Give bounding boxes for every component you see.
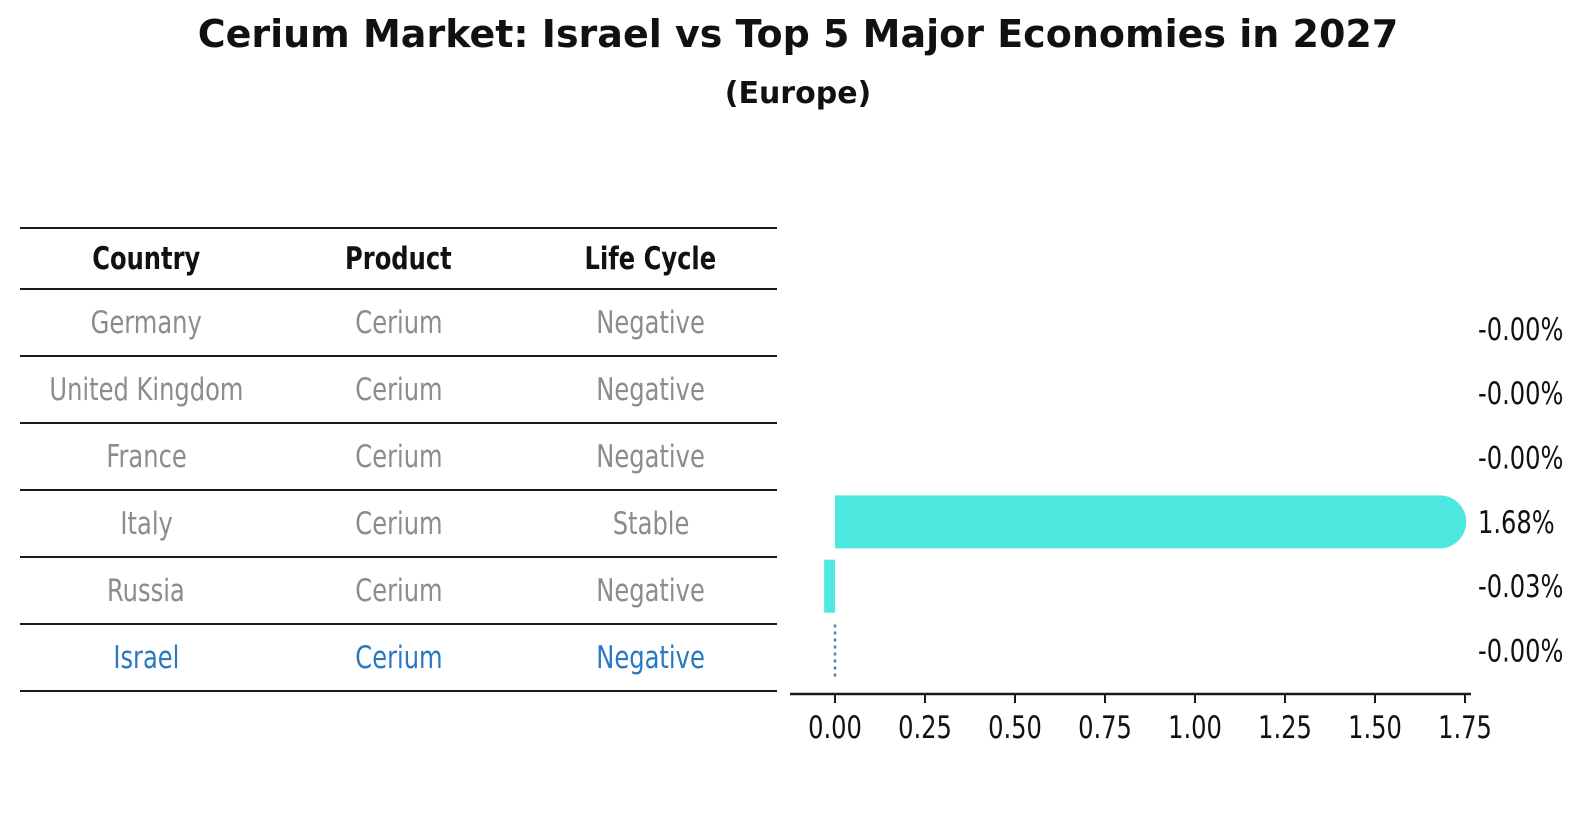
bars-layer [824, 495, 1467, 677]
cell-life-cycle: Negative [525, 423, 777, 490]
svg-text:0.25: 0.25 [898, 709, 952, 746]
cell-text: Cerium [354, 572, 443, 609]
x-tick-label: 0.50 [988, 709, 1042, 746]
cell-text: Israel [113, 639, 180, 676]
cell-text: France [105, 438, 187, 475]
cell-product: Cerium [272, 423, 524, 490]
svg-text:-0.00%: -0.00% [1478, 439, 1563, 476]
cell-product: Cerium [272, 289, 524, 356]
cell-product: Cerium [272, 624, 524, 691]
value-label-france: -0.00% [1478, 439, 1563, 476]
cell-text: Negative [596, 639, 706, 676]
svg-text:1.50: 1.50 [1348, 709, 1402, 746]
svg-text:1.75: 1.75 [1438, 709, 1492, 746]
table-row-france: France Cerium Negative [20, 423, 777, 490]
cell-text: Cerium [354, 304, 443, 341]
cell-text: Negative [596, 438, 706, 475]
cell-text: Italy [119, 505, 173, 542]
cell-text: Germany [90, 304, 202, 341]
table-row-italy: Italy Cerium Stable [20, 490, 777, 557]
table-row-israel: Israel Cerium Negative [20, 624, 777, 691]
country-table: Country Product Life Cycle Germany Ceriu… [20, 227, 777, 692]
cell-life-cycle: Negative [525, 356, 777, 423]
svg-text:1.25: 1.25 [1258, 709, 1312, 746]
header-text: Life Cycle [585, 240, 717, 277]
cell-text: Cerium [354, 505, 443, 542]
x-tick-label: 0.00 [808, 709, 862, 746]
svg-text:1.68%: 1.68% [1478, 504, 1555, 541]
col-header-country: Country [20, 228, 272, 289]
cell-life-cycle: Negative [525, 557, 777, 624]
table-header-row: Country Product Life Cycle [20, 228, 777, 289]
cell-text: Stable [612, 505, 690, 542]
svg-text:0.75: 0.75 [1078, 709, 1132, 746]
value-label-russia: -0.03% [1478, 568, 1563, 605]
cell-text: Negative [596, 304, 706, 341]
col-header-product: Product [272, 228, 524, 289]
bar-chart: 0.00 0.25 0.50 0.75 1.00 1.25 1.50 1.75 -0.00%-… [790, 311, 1563, 746]
cell-text: Cerium [354, 371, 443, 408]
svg-text:-0.00%: -0.00% [1478, 375, 1563, 412]
x-tick-label: 0.25 [898, 709, 952, 746]
value-labels: -0.00% -0.00% -0.00% 1.68% -0.03% -0.00% [1478, 311, 1563, 669]
x-tick-label: 1.25 [1258, 709, 1312, 746]
svg-text:-0.03%: -0.03% [1478, 568, 1563, 605]
x-tick-label: 1.00 [1168, 709, 1222, 746]
cell-life-cycle: Negative [525, 624, 777, 691]
cell-country: France [20, 423, 272, 490]
cell-product: Cerium [272, 557, 524, 624]
table-row-russia: Russia Cerium Negative [20, 557, 777, 624]
chart-subtitle: (Europe) [724, 76, 872, 111]
cell-country: United Kingdom [20, 356, 272, 423]
svg-text:-0.00%: -0.00% [1478, 632, 1563, 669]
cell-text: Negative [596, 371, 706, 408]
header-text: Product [345, 240, 452, 277]
cell-text: United Kingdom [49, 371, 244, 408]
svg-text:1.00: 1.00 [1168, 709, 1222, 746]
cell-product: Cerium [272, 490, 524, 557]
value-label-germany: -0.00% [1478, 311, 1563, 348]
value-label-italy: 1.68% [1478, 504, 1555, 541]
table-row-germany: Germany Cerium Negative [20, 289, 777, 356]
header-text: Country [92, 240, 201, 277]
cell-country: Russia [20, 557, 272, 624]
x-axis-ticks: 0.00 0.25 0.50 0.75 1.00 1.25 1.50 1.75 [808, 694, 1492, 746]
cell-text: Cerium [354, 639, 443, 676]
bar-italy [835, 495, 1467, 549]
cell-product: Cerium [272, 356, 524, 423]
value-label-israel: -0.00% [1478, 632, 1563, 669]
x-tick-label: 1.50 [1348, 709, 1402, 746]
cell-text: Cerium [354, 438, 443, 475]
table-row-united-kingdom: United Kingdom Cerium Negative [20, 356, 777, 423]
cell-text: Negative [596, 572, 706, 609]
cell-country: Israel [20, 624, 272, 691]
x-tick-label: 0.75 [1078, 709, 1132, 746]
x-tick-label: 1.75 [1438, 709, 1492, 746]
cell-country: Italy [20, 490, 272, 557]
cell-country: Germany [20, 289, 272, 356]
svg-text:-0.00%: -0.00% [1478, 311, 1563, 348]
chart-title: Cerium Market: Israel vs Top 5 Major Eco… [197, 12, 1399, 56]
cell-life-cycle: Negative [525, 289, 777, 356]
col-header-life-cycle: Life Cycle [525, 228, 777, 289]
cell-life-cycle: Stable [525, 490, 777, 557]
value-label-united-kingdom: -0.00% [1478, 375, 1563, 412]
cell-text: Russia [107, 572, 186, 609]
svg-text:0.00: 0.00 [808, 709, 862, 746]
bar-russia [824, 559, 835, 613]
svg-text:0.50: 0.50 [988, 709, 1042, 746]
